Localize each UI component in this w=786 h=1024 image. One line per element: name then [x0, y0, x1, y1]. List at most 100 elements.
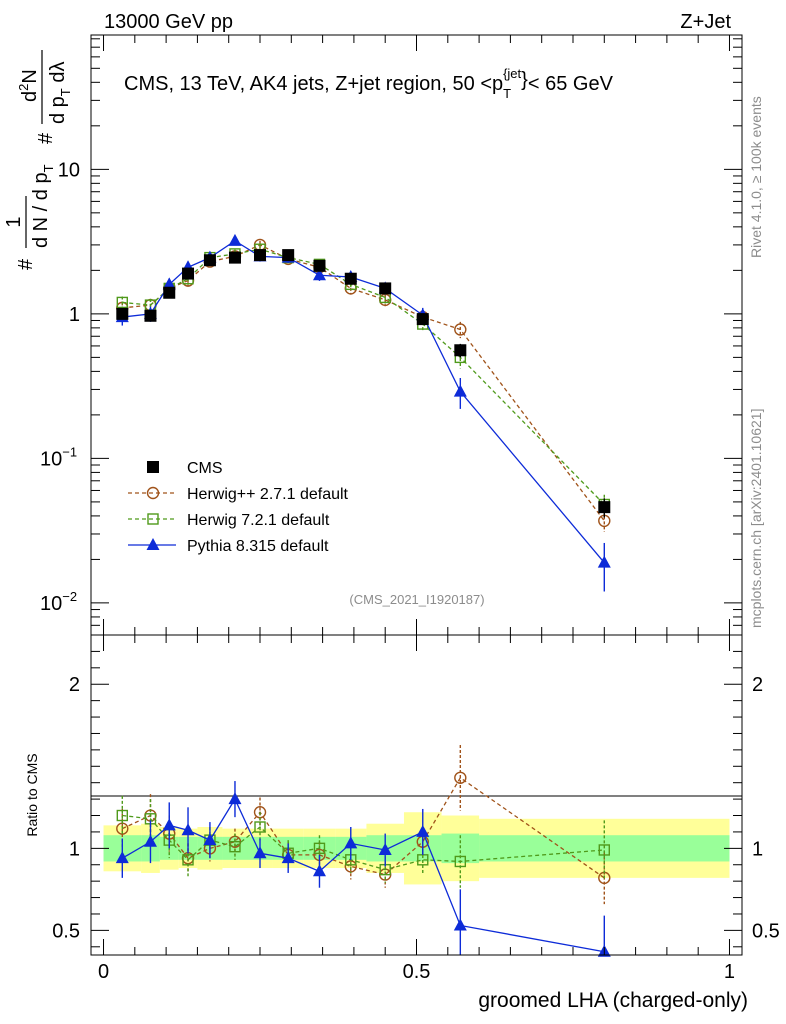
- legend-label: Herwig 7.2.1 default: [187, 512, 330, 529]
- series-cms: [116, 249, 611, 518]
- ratio-tick-label-right: 2: [752, 674, 763, 696]
- ylabel-den-sub: T: [41, 164, 56, 172]
- ylabel-num2-d: d: [19, 91, 41, 102]
- data-point: [312, 268, 326, 281]
- ratio-point: [378, 842, 392, 855]
- ratio-point: [344, 836, 358, 849]
- y-tick-exp-base: 10: [40, 593, 62, 615]
- data-point: [116, 296, 128, 309]
- ratio-point: [598, 844, 610, 856]
- legend-marker: [146, 538, 160, 550]
- ratio-point: [162, 818, 176, 831]
- ratio-panel: 2 2 1 1 0.5 0.5: [52, 634, 780, 957]
- ratio-line: [122, 814, 605, 871]
- ratio-point: [229, 840, 241, 853]
- ratio-series: [115, 744, 611, 957]
- ylabel-hash: #: [15, 258, 37, 270]
- y-axis-label: # 1 d N / d pT # d2N d pT dλ: [3, 50, 73, 270]
- y-tick-exp-power: −1: [62, 444, 77, 459]
- ratio-point: [281, 851, 295, 864]
- ratio-tick-label-right: 0.5: [752, 920, 780, 942]
- x-ticks: 0 0.5 1: [98, 961, 735, 983]
- ratio-point: [312, 864, 326, 877]
- ratio-point: [203, 833, 217, 846]
- ylabel-hash2: #: [35, 132, 57, 144]
- ratio-point: [454, 855, 467, 868]
- data-point: [254, 249, 267, 262]
- legend-label: CMS: [187, 460, 223, 477]
- ratio-point: [115, 851, 129, 864]
- ratio-point: [454, 771, 467, 784]
- ratio-point: [228, 792, 242, 805]
- legend-label: Pythia 8.315 default: [187, 538, 329, 555]
- chart-title-sup: {jet: [503, 66, 521, 81]
- ratio-series-pythia-8-315-default: [115, 781, 611, 957]
- ratio-point: [143, 834, 157, 847]
- ylabel-num2: d2N: [16, 69, 41, 102]
- data-point: [313, 259, 326, 272]
- data-point: [416, 313, 429, 326]
- header-left: 13000 GeV pp: [104, 11, 233, 33]
- ratio-point: [416, 824, 430, 837]
- main-series: [115, 233, 611, 592]
- y-tick-label: 10: [58, 159, 80, 181]
- ylabel-den2-tail: dλ: [47, 62, 69, 89]
- ratio-point: [254, 821, 266, 833]
- series-line: [122, 244, 605, 522]
- y-tick-label-exp: 10−1: [40, 444, 77, 470]
- ratio-point: [182, 854, 194, 866]
- chart-title: CMS, 13 TeV, AK4 jets, Z+jet region, 50 …: [124, 66, 614, 101]
- chart-title-main: CMS, 13 TeV, AK4 jets, Z+jet region, 50 …: [124, 73, 503, 95]
- ratio-tick-label: 0.5: [52, 920, 80, 942]
- rivet-label: Rivet 4.1.0, ≥ 100k events: [748, 96, 764, 258]
- ylabel-den2-text: d p: [47, 96, 69, 124]
- ratio-ticks: 2 2 1 1 0.5 0.5: [52, 635, 780, 955]
- ratio-y-label: Ratio to CMS: [24, 753, 40, 836]
- legend-marker: [147, 513, 159, 525]
- legend: CMS Herwig++ 2.7.1 default Herwig 7.2.1 de…: [128, 460, 349, 555]
- ylabel-den-text: d N / d p: [30, 172, 52, 248]
- data-point: [454, 323, 467, 336]
- data-point: [228, 251, 241, 264]
- data-point: [116, 307, 129, 320]
- ylabel-den: d N / d pT: [30, 164, 56, 248]
- data-point: [453, 384, 467, 397]
- data-point: [344, 272, 357, 285]
- ylabel-den2-sub: T: [58, 88, 73, 96]
- ratio-point: [181, 823, 195, 836]
- series-line: [122, 240, 605, 564]
- data-point: [203, 254, 216, 267]
- ylabel-den2: d pT dλ: [47, 62, 73, 124]
- ratio-point: [253, 846, 267, 859]
- chart-title-sup-close: }: [521, 69, 528, 91]
- data-point: [162, 277, 176, 290]
- ratio-point: [453, 918, 467, 931]
- legend-marker: [147, 461, 159, 473]
- y-tick-label: 1: [69, 304, 80, 326]
- data-point: [163, 286, 176, 299]
- ylabel-one: 1: [3, 216, 25, 227]
- data-point: [144, 309, 157, 322]
- data-point: [454, 344, 467, 357]
- data-point: [282, 249, 295, 262]
- analysis-id: (CMS_2021_I1920187): [349, 592, 484, 607]
- y-tick-exp-base: 10: [40, 448, 62, 470]
- header-right: Z+Jet: [680, 11, 731, 33]
- mcplots-label: mcplots.cern.ch [arXiv:2401.10621]: [748, 409, 764, 628]
- ratio-bands: [103, 812, 730, 885]
- ratio-point: [116, 809, 128, 822]
- data-point: [228, 233, 242, 246]
- x-tick-label: 1: [724, 961, 735, 983]
- x-tick-label: 0: [98, 961, 109, 983]
- legend-marker: [146, 486, 160, 500]
- data-point: [597, 555, 611, 568]
- data-point: [379, 282, 392, 295]
- ylabel-num2-sup: 2: [16, 84, 31, 91]
- chart-title-tail: < 65 GeV: [528, 73, 614, 95]
- x-tick-label: 0.5: [403, 961, 431, 983]
- ratio-tick-label-right: 1: [752, 838, 763, 860]
- data-point: [598, 501, 611, 514]
